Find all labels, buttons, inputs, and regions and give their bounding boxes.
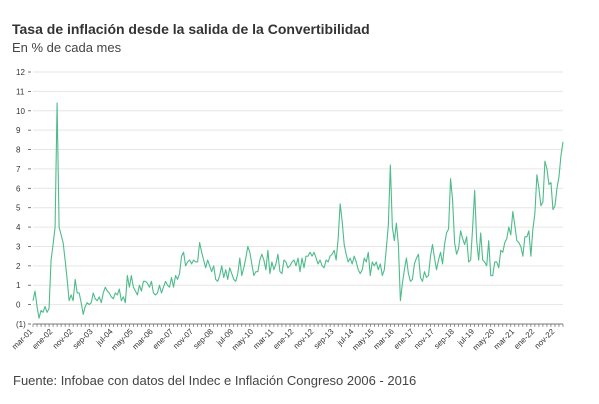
y-tick-label: (1) [16, 320, 26, 329]
chart-subtitle: En % de cada mes [12, 40, 122, 55]
y-tick-label: 1 [16, 281, 21, 290]
x-tick-label: sep-18 [432, 327, 456, 351]
x-tick-label: ene-22 [512, 327, 536, 351]
x-tick-label: mar-16 [371, 327, 396, 352]
y-tick-label: 12 [16, 68, 25, 77]
y-tick-label: 5 [16, 204, 21, 213]
y-tick-label: 0 [16, 301, 21, 310]
x-tick-label: mar-01 [10, 327, 35, 352]
x-tick-label: may-20 [471, 327, 497, 353]
y-tick-label: 6 [16, 184, 21, 193]
x-tick-label: nov-12 [292, 327, 316, 351]
x-tick-label: mar-11 [251, 327, 275, 351]
x-tick-label: sep-08 [191, 327, 215, 351]
x-tick-label: ene-07 [151, 327, 175, 351]
chart-source: Fuente: Infobae con datos del Indec e In… [13, 373, 417, 388]
x-tick-label: nov-07 [171, 327, 195, 351]
x-tick-label: ene-12 [271, 327, 295, 351]
y-tick-label: 11 [16, 87, 25, 96]
x-tick-label: may-10 [230, 327, 256, 353]
x-tick-label: may-05 [110, 327, 136, 353]
x-tick-label: mar-06 [131, 327, 156, 352]
y-tick-label: 2 [16, 262, 21, 271]
x-tick-label: may-15 [350, 327, 376, 353]
y-tick-label: 10 [16, 107, 25, 116]
x-tick-label: mar-21 [492, 327, 517, 352]
gridlines [33, 71, 563, 325]
series-layer [32, 102, 564, 319]
y-tick-label: 8 [16, 146, 21, 155]
x-tick-label: ene-17 [392, 327, 416, 351]
x-tick-label: ene-02 [31, 327, 55, 351]
x-tick-label: nov-02 [51, 327, 75, 351]
x-tick-label: nov-22 [533, 327, 557, 351]
series-line-inflation [32, 102, 564, 319]
y-tick-label: 4 [16, 223, 21, 232]
x-tick-label: sep-13 [312, 327, 336, 351]
y-tick-label: 9 [16, 126, 21, 135]
y-tick-label: 7 [16, 165, 21, 174]
x-tick-label: nov-17 [412, 327, 436, 351]
y-tick-label: 3 [16, 242, 21, 251]
x-tick-label: sep-03 [71, 327, 95, 351]
x-axis-baseline [32, 323, 564, 327]
chart-title: Tasa de inflación desde la salida de la … [12, 21, 370, 37]
